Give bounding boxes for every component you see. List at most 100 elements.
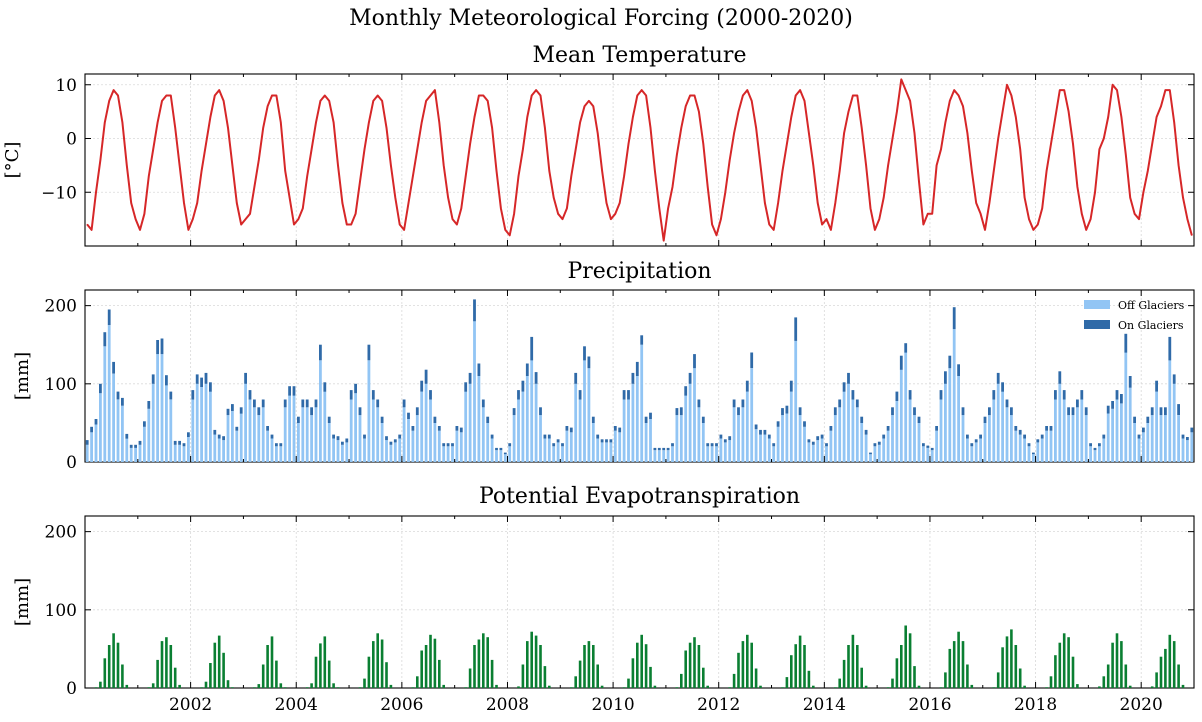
precip-on-bar <box>662 447 666 451</box>
precip-on-bar <box>935 426 938 431</box>
temperature-point <box>685 105 687 107</box>
temperature-point <box>456 223 458 226</box>
pet-bar <box>741 641 745 688</box>
precip-off-bar <box>970 446 974 462</box>
precip-off-bar <box>706 446 710 462</box>
temperature-point <box>1164 89 1166 91</box>
precip-off-bar <box>508 446 512 462</box>
temperature-point <box>306 175 308 177</box>
precip-off-bar <box>561 446 564 462</box>
precip-off-bar <box>477 376 481 462</box>
temperature-point <box>1006 84 1008 86</box>
precip-on-bar <box>789 380 793 392</box>
precip-on-bar <box>578 390 582 400</box>
precip-off-bar <box>530 360 534 462</box>
precip-off-bar <box>1102 438 1106 462</box>
precip-on-bar <box>847 372 850 384</box>
pet-bar <box>226 680 230 688</box>
pet-bar <box>521 664 525 688</box>
temperature-point <box>698 111 700 113</box>
temperature-point <box>253 186 255 188</box>
precip-off-bar <box>935 430 938 462</box>
y-tick-label: 0 <box>66 679 77 699</box>
temperature-point <box>579 121 581 123</box>
temperature-point <box>803 100 806 102</box>
precip-off-bar <box>653 450 657 462</box>
precip-off-bar <box>583 360 586 462</box>
precip-off-bar <box>1146 422 1150 462</box>
precip-off-bar <box>948 368 952 462</box>
temperature-point <box>1186 218 1188 220</box>
temperature-point <box>667 207 669 209</box>
precip-off-bar <box>222 440 225 462</box>
temperature-point <box>680 127 682 129</box>
panel-title: Precipitation <box>567 259 711 284</box>
temperature-point <box>473 116 476 118</box>
precip-on-bar <box>1014 426 1018 431</box>
precip-on-bar <box>261 399 265 408</box>
pet-bar <box>310 683 313 688</box>
temperature-point <box>636 94 638 97</box>
temperature-point <box>966 132 969 134</box>
legend-swatch-off <box>1084 300 1110 309</box>
pet-bar <box>156 659 159 688</box>
pet-bar <box>728 687 731 688</box>
precip-on-bar <box>944 371 947 384</box>
temperature-point <box>1191 234 1193 236</box>
y-tick-label: 200 <box>45 523 77 543</box>
precip-on-bar <box>411 426 415 431</box>
precip-off-bar <box>297 422 300 462</box>
temperature-point <box>495 170 498 172</box>
precip-off-bar <box>363 438 366 462</box>
precip-on-bar <box>341 441 344 445</box>
precip-off-bar <box>151 383 155 462</box>
precip-on-bar <box>1067 407 1070 416</box>
temperature-point <box>1068 111 1070 113</box>
plot-frame <box>84 73 1195 247</box>
pet-bar <box>429 634 432 688</box>
temperature-point <box>913 132 916 134</box>
precip-off-bar <box>547 438 551 462</box>
temperature-point <box>592 105 594 107</box>
precip-on-bar <box>217 434 221 439</box>
precip-on-bar <box>671 443 674 447</box>
temperature-point <box>434 89 436 91</box>
precip-off-bar <box>763 434 767 462</box>
pet-bar <box>147 687 151 688</box>
precip-on-bar <box>728 436 732 441</box>
precip-on-bar <box>741 399 745 408</box>
temperature-point <box>390 164 392 166</box>
pet-bar <box>812 685 815 688</box>
precip-off-bar <box>253 407 256 462</box>
precip-off-bar <box>803 426 806 462</box>
precip-on-bar <box>235 426 239 431</box>
precip-off-bar <box>305 407 309 462</box>
precip-off-bar <box>556 442 560 462</box>
temperature-point <box>394 197 396 199</box>
temperature-point <box>711 223 713 226</box>
temperature-point <box>988 202 991 204</box>
precip-on-bar <box>279 443 283 447</box>
precip-off-bar <box>657 450 661 462</box>
pet-bar <box>548 685 551 688</box>
precip-on-bar <box>561 443 564 447</box>
pet-bar <box>1076 684 1079 688</box>
precip-on-bar <box>1040 434 1044 439</box>
temperature-point <box>491 127 493 129</box>
precip-on-bar <box>275 443 278 447</box>
temperature-point <box>759 164 762 166</box>
temperature-point <box>337 164 339 166</box>
pet-bar <box>944 672 947 688</box>
precip-on-bar <box>622 390 626 400</box>
temperature-point <box>764 202 766 204</box>
precip-off-bar <box>231 411 234 462</box>
precip-on-bar <box>565 426 569 431</box>
pet-bar <box>1058 642 1062 688</box>
temperature-point <box>443 164 445 166</box>
temperature-point <box>104 121 106 123</box>
pet-bar <box>530 631 533 688</box>
temperature-point <box>553 197 555 199</box>
pet-bar <box>1005 636 1009 688</box>
precip-off-bar <box>371 399 375 462</box>
precip-off-bar <box>459 432 463 462</box>
